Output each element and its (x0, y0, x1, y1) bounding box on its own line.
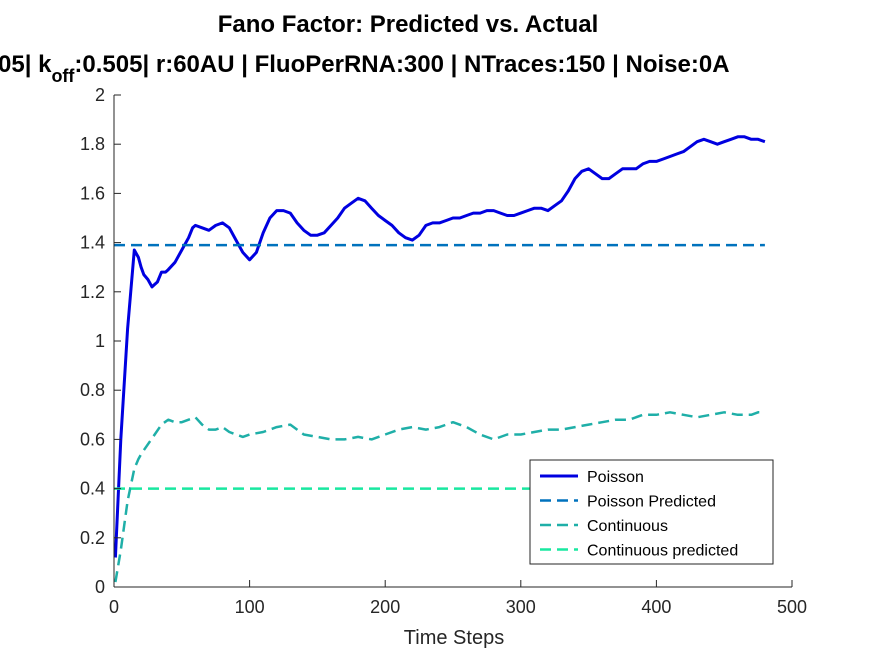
x-tick-label: 500 (777, 597, 807, 617)
legend-label-poisson-predicted: Poisson Predicted (587, 494, 716, 511)
subtitle-subscript: off (51, 66, 75, 86)
x-tick-label: 100 (235, 597, 265, 617)
y-tick-label: 2 (95, 85, 105, 105)
y-tick-label: 0.2 (80, 528, 105, 548)
y-tick-label: 1.2 (80, 282, 105, 302)
y-tick-label: 0.8 (80, 380, 105, 400)
legend-label-poisson: Poisson (587, 469, 644, 486)
x-tick-label: 300 (506, 597, 536, 617)
subtitle-part-2: :0.505| r:60AU | FluoPerRNA:300 | NTrace… (74, 51, 729, 78)
x-tick-label: 0 (109, 597, 119, 617)
legend-label-continuous-predicted: Continuous predicted (587, 543, 738, 560)
legend-label-continuous: Continuous (587, 518, 668, 535)
subtitle-part-1: 05| k (0, 51, 52, 78)
y-tick-label: 0.4 (80, 479, 105, 499)
y-tick-label: 0 (95, 577, 105, 597)
legend: Poisson Poisson Predicted Continuous Contin… (529, 459, 774, 565)
y-tick-label: 1.8 (80, 134, 105, 154)
chart-subtitle: 05| koff:0.505| r:60AU | FluoPerRNA:300 … (0, 51, 730, 86)
axes: 0 100 200 300 400 500 0 0.2 0.4 0.6 0.8 1 1.2 1.4 1.6 1… (80, 85, 807, 617)
y-tick-label: 0.6 (80, 429, 105, 449)
y-tick-label: 1 (95, 331, 105, 351)
series-line-continuous (114, 411, 765, 583)
plot-area (113, 135, 766, 583)
x-tick-label: 200 (370, 597, 400, 617)
x-axis-label: Time Steps (404, 627, 504, 649)
x-tick-label: 400 (641, 597, 671, 617)
chart-title: Fano Factor: Predicted vs. Actual (218, 11, 599, 38)
y-tick-label: 1.4 (80, 233, 105, 253)
series-line-poisson (113, 135, 766, 558)
y-tick-label: 1.6 (80, 183, 105, 203)
